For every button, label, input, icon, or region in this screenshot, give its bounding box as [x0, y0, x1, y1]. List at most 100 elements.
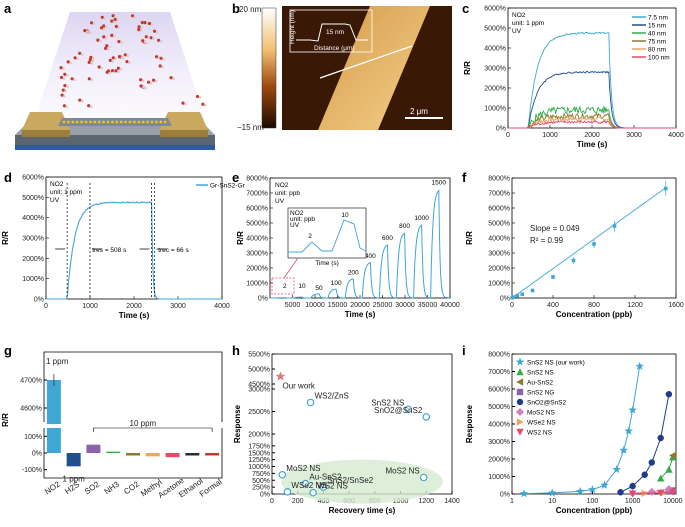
channel-atom [84, 120, 88, 124]
gas-molecule [102, 35, 106, 39]
gas-molecule [62, 77, 66, 80]
x-tick-label: 15000 [328, 302, 348, 309]
y-axis-label: R/R [1, 231, 10, 245]
marker-triangle [516, 368, 524, 376]
concentration-label: 400 [365, 253, 376, 260]
gas-molecule [162, 58, 165, 61]
point-label: Our work [282, 382, 315, 391]
x-tick-label: 4000 [214, 303, 230, 310]
gas-molecule [155, 30, 159, 34]
bar-annotation: 1 ppm [63, 475, 86, 484]
point-label: Au-SnS2 [309, 473, 342, 482]
gas-molecule [76, 57, 79, 61]
gas-molecule [87, 104, 91, 108]
legend-label: WSe2 NS [527, 420, 556, 427]
bar-Acetone [165, 453, 180, 458]
plot-frame-top [43, 351, 223, 422]
gas-molecule [159, 56, 163, 60]
y-tick-label: 4000% [484, 46, 506, 53]
x-tick-label: 1000 [625, 498, 641, 505]
x-tick-label: 10000 [305, 302, 325, 309]
y-axis-label: Response [233, 404, 242, 443]
gas-molecule [85, 30, 89, 33]
x-tick-label: 2000 [126, 303, 142, 310]
channel-atom [141, 120, 145, 124]
gas-molecule [59, 66, 63, 70]
gas-molecule [108, 72, 111, 75]
channel-atom [102, 120, 105, 124]
x-tick-label: 0 [270, 498, 274, 505]
chart-e-note: unit: ppb [275, 190, 300, 197]
chart-e-note: NO2 [275, 182, 289, 189]
x-axis-label: Time (s) [345, 310, 376, 319]
y-tick-label: 1250% [248, 457, 270, 464]
gas-molecule [108, 58, 112, 63]
channel-atom [119, 120, 123, 124]
point-label: WS2 NS [317, 482, 348, 491]
data-point [404, 405, 413, 414]
gas-molecule [147, 21, 152, 26]
gas-molecule [143, 40, 147, 43]
x-tick-label: 800 [588, 302, 600, 309]
y-tick-label: 750% [252, 471, 270, 478]
gas-molecule [63, 84, 67, 88]
afm-step-label: 15 nm [326, 29, 344, 36]
y-tick-label: 0% [500, 492, 510, 499]
gas-molecule [141, 39, 145, 43]
y-tick-label: 6000% [488, 387, 510, 394]
gas-molecule [147, 36, 150, 40]
gas-molecule [88, 58, 92, 62]
x-tick-label: 4000 [668, 132, 684, 139]
channel-atom [89, 120, 92, 124]
gas-molecule [114, 69, 118, 73]
panel-letters: a b c d e f g h i [4, 1, 469, 358]
response-curve [270, 189, 451, 299]
bar-annotation: 1 ppm [46, 357, 69, 366]
gas-molecule [100, 15, 104, 19]
y-tick-label: 1000% [248, 464, 270, 471]
point-our-work [275, 371, 286, 381]
gas-molecule [80, 53, 84, 56]
data-point [663, 186, 668, 191]
gas-molecule [204, 103, 207, 107]
y-tick-label: 3000% [488, 439, 510, 446]
marker-triangle [657, 474, 665, 482]
gas-molecule [144, 35, 148, 39]
y-tick-label: 3000% [488, 251, 510, 258]
channel-atom [146, 120, 150, 124]
x-tick-label: 1000 [393, 498, 409, 505]
bar-H2S [66, 453, 81, 467]
x-tick-label: 1600 [668, 302, 684, 309]
y-tick-label: 2000% [488, 266, 510, 273]
channel-atom [75, 120, 79, 124]
y-tick-label: 5000% [248, 367, 270, 374]
bar-annotation: 10 ppm [130, 419, 157, 428]
gas-molecule [123, 53, 127, 57]
gas-molecule [116, 66, 120, 70]
gas-molecule [73, 78, 76, 82]
gas-molecule [102, 27, 106, 31]
channel-atom [115, 120, 119, 124]
fit-line [511, 187, 667, 299]
channel-atom [93, 120, 97, 124]
afm-profile-line [319, 45, 413, 79]
gas-molecule [150, 23, 154, 26]
gas-molecule [62, 67, 65, 70]
chart-h: 02004006008001000120014000%250%500%750%1… [233, 352, 460, 516]
y-tick-label: 500% [252, 478, 270, 485]
gas-molecule [100, 26, 104, 30]
y-tick-label: 0% [496, 126, 506, 133]
right-electrode-side [160, 130, 208, 137]
y-tick-label: 4700% [20, 378, 42, 385]
concentration-label: 50 [315, 285, 323, 292]
gas-molecule [125, 60, 129, 64]
gas-molecule [104, 25, 108, 29]
marker-star [624, 426, 633, 435]
chart-g: 4600%4700%-100%0%100%NO2 H2S SO2 NH3 CO2Meth… [1, 351, 224, 500]
concentration-label: 10 [298, 283, 306, 290]
marker-star [588, 485, 597, 494]
chart-e-note: UV [275, 198, 285, 205]
marker-square [516, 388, 524, 396]
channel-atoms [62, 120, 167, 124]
tres-annotation: tres = 508 s [92, 247, 127, 254]
